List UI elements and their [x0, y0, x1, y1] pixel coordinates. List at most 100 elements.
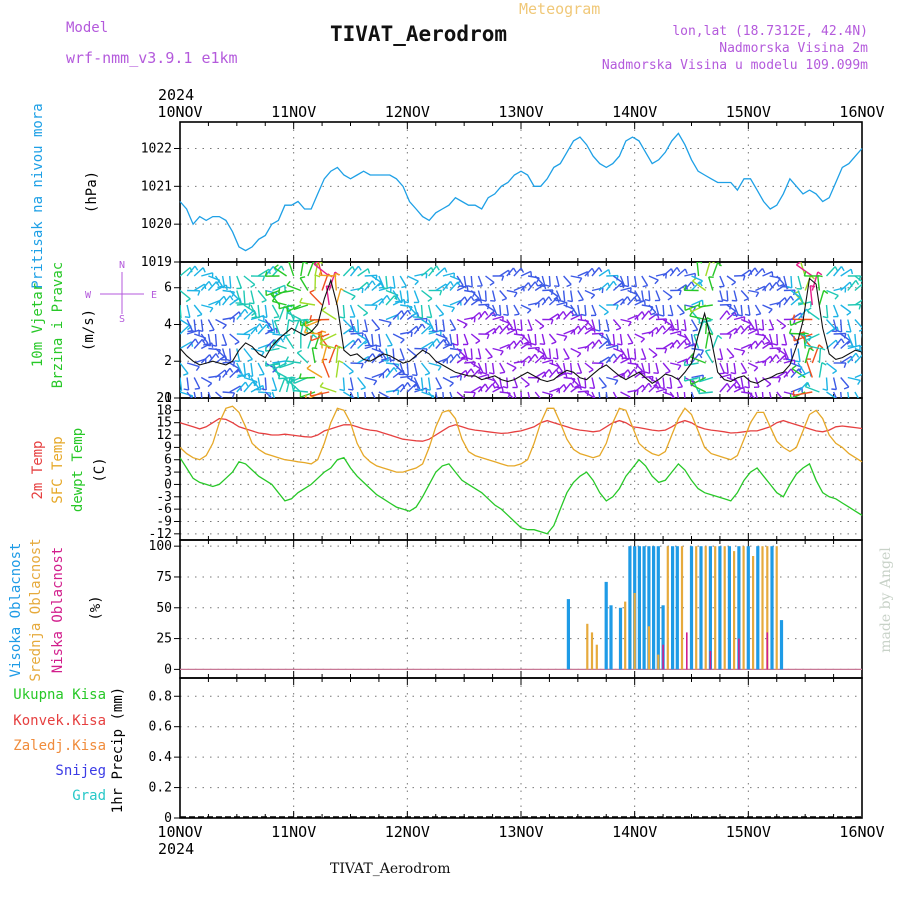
wind-barb: [349, 377, 354, 391]
wind-barb: [207, 353, 217, 364]
wind-barb-feather: [803, 332, 809, 335]
wind-barb-feather: [874, 357, 875, 362]
wind-barb-feather: [860, 285, 862, 288]
wind-barb: [257, 323, 268, 335]
wind-barb: [428, 362, 442, 367]
wind-barb: [669, 339, 678, 349]
wind-barb: [793, 333, 813, 342]
wind-barb-feather: [580, 386, 586, 389]
wind-barb: [271, 319, 276, 333]
wind-barb: [264, 362, 277, 370]
wind-barb: [464, 361, 476, 364]
wind-barb: [470, 348, 473, 360]
wind-barb-feather: [219, 356, 225, 360]
wind-barb: [549, 387, 560, 393]
wind-barb-feather: [195, 366, 200, 372]
wind-barb: [577, 362, 583, 374]
wind-barb: [180, 341, 192, 350]
wind-barb: [435, 304, 445, 315]
wind-barb: [399, 382, 409, 393]
wind-barb: [854, 391, 860, 398]
wind-barb: [662, 304, 665, 317]
wind-barb: [236, 348, 241, 362]
cloud-bar-mid: [657, 654, 660, 670]
x-tick-label-bottom: 15NOV: [726, 823, 771, 841]
wind-barb: [357, 304, 369, 314]
wind-barb-feather: [601, 288, 604, 294]
y-tick-label: 0.4: [149, 750, 173, 765]
wind-barb-feather: [587, 326, 593, 330]
wind-barb-feather: [309, 315, 313, 321]
wind-barb-feather: [231, 392, 236, 398]
wind-barb: [442, 376, 454, 384]
wind-barb: [435, 391, 438, 398]
wind-barb-feather: [723, 371, 729, 375]
wind-barb: [421, 341, 434, 350]
x-tick-label-top: 15NOV: [726, 103, 771, 121]
wind-barb: [477, 383, 486, 393]
wind-barb-feather: [683, 360, 686, 366]
wind-barb: [243, 348, 253, 360]
wind-barb-feather: [244, 308, 249, 314]
wind-barb: [826, 391, 837, 398]
wind-barb: [193, 283, 205, 292]
wind-barb: [655, 290, 661, 301]
wind-barb-feather: [371, 280, 376, 286]
wind-barb-feather: [386, 295, 391, 301]
wind-barb: [470, 290, 480, 299]
wind-barb-feather: [771, 271, 774, 277]
wind-barb: [696, 262, 700, 277]
wind-barb-feather: [439, 290, 443, 296]
wind-barb: [619, 348, 628, 358]
wind-barb-feather: [489, 310, 495, 315]
wind-barb-feather: [772, 343, 778, 346]
wind-barb: [726, 311, 736, 321]
wind-barb: [513, 391, 517, 398]
wind-barb: [598, 304, 609, 313]
wind-barb-feather: [474, 297, 480, 302]
wind-barb: [684, 376, 699, 382]
wind-barb-feather: [845, 404, 850, 405]
wind-barb: [385, 314, 399, 321]
wind-barb-feather: [635, 299, 641, 302]
wind-barb: [300, 262, 304, 277]
wind-barb: [243, 362, 247, 377]
wind-barb: [754, 319, 758, 330]
wind-barb-feather: [513, 292, 518, 298]
cloud-bar-high: [675, 546, 679, 670]
wind-barb: [684, 362, 699, 367]
wind-barb-feather: [367, 268, 371, 274]
wind-barb: [236, 308, 246, 320]
wind-barb-feather: [792, 390, 795, 396]
wind-barb: [513, 285, 524, 292]
wind-barb: [392, 290, 401, 302]
wind-barb-feather: [357, 338, 362, 344]
wind-barb: [392, 310, 403, 320]
wind-barb: [584, 267, 593, 277]
wind-barb: [477, 362, 484, 373]
wind-barb-feather: [627, 321, 632, 327]
wind-barb: [456, 391, 466, 398]
wind-barb: [605, 280, 615, 291]
wind-barb: [776, 275, 785, 285]
wind-barb: [748, 289, 759, 294]
cloud-bar-mid: [695, 546, 698, 670]
wind-barb: [605, 319, 610, 332]
wind-barb-feather: [183, 372, 189, 376]
wind-barb: [229, 311, 240, 321]
wind-barb: [591, 332, 604, 335]
wind-barb-feather: [452, 343, 459, 346]
wind-barb-feather: [247, 334, 251, 340]
wind-barb: [534, 333, 537, 345]
wind-barb: [491, 362, 495, 374]
wind-barb-feather: [461, 399, 465, 402]
wind-barb-feather: [843, 362, 847, 368]
wind-barb-feather: [513, 340, 517, 346]
cloud-bar-high: [609, 605, 613, 670]
wind-barb-feather: [530, 271, 533, 277]
wind-barb: [847, 333, 854, 347]
wind-barb-feather: [685, 342, 691, 346]
wind-barb: [342, 266, 354, 277]
wind-barb: [548, 348, 552, 359]
wind-barb: [676, 340, 685, 349]
